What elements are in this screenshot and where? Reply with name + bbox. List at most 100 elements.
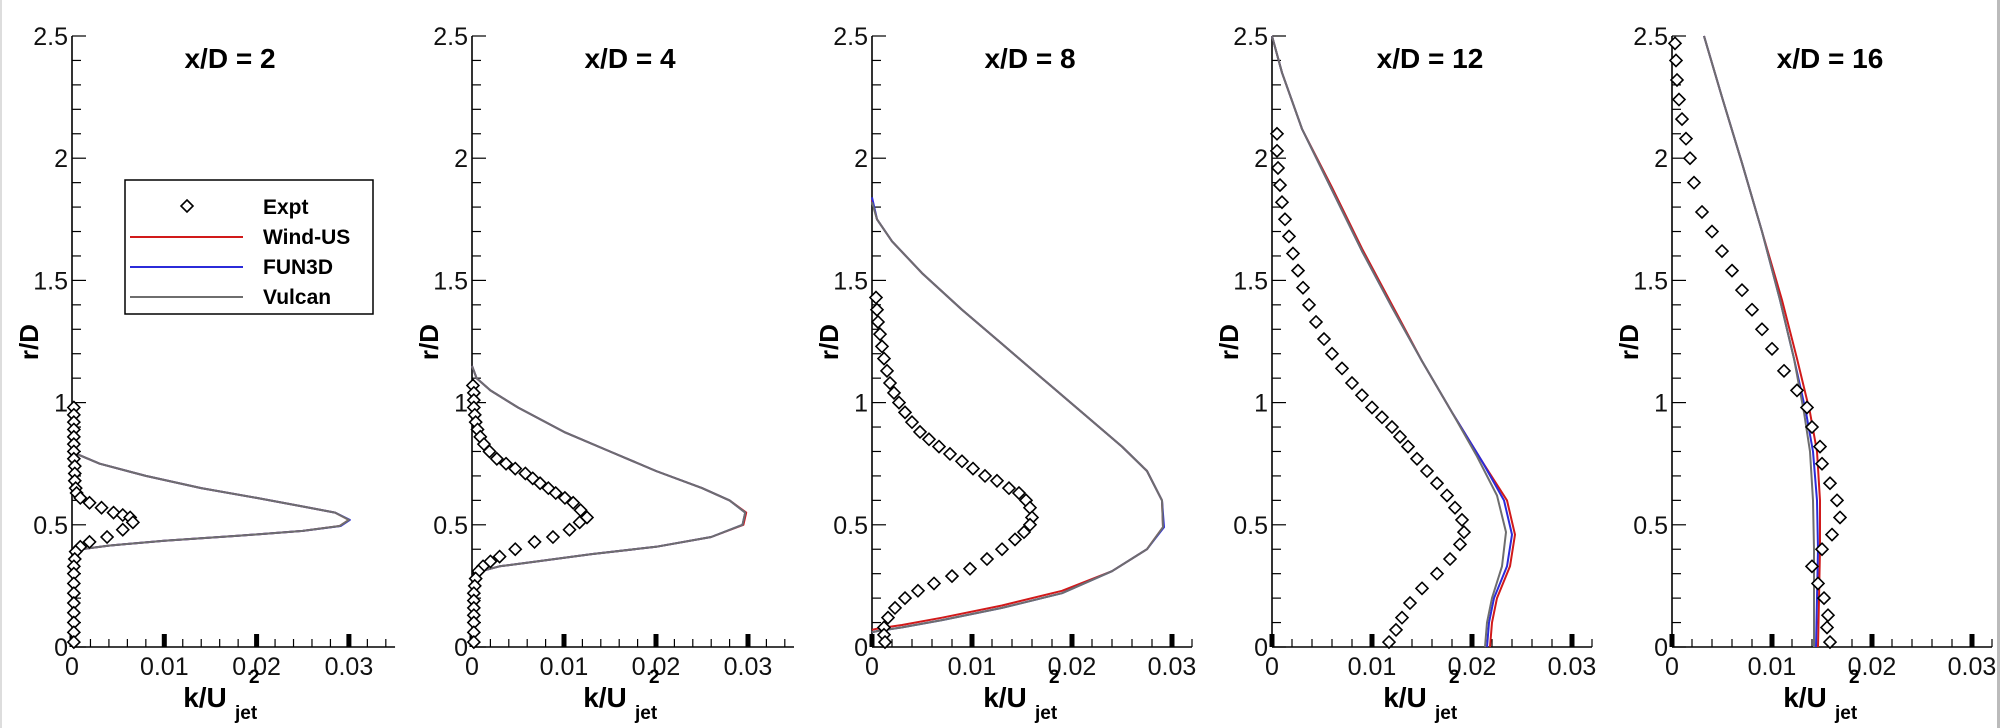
diamond-marker-icon (1374, 410, 1390, 425)
diamond-marker-icon (1270, 160, 1286, 176)
series-vulcan (1271, 35, 1507, 648)
series-wind-us (871, 199, 1164, 631)
y-tick-label: 0.5 (1233, 512, 1268, 540)
diamond-marker-icon (66, 634, 81, 650)
diamond-marker-icon (868, 290, 884, 305)
diamond-marker-icon (1290, 263, 1306, 278)
diamond-marker-icon (1016, 525, 1032, 540)
y-tick-label: 1 (854, 390, 868, 418)
legend-box (124, 179, 374, 315)
diamond-marker-icon (1285, 246, 1301, 261)
y-tick-label: 1 (1654, 390, 1668, 418)
diamond-marker-icon (1419, 463, 1435, 479)
x-tick-label: 0.01 (540, 653, 589, 681)
diamond-marker-icon (482, 444, 497, 459)
diamond-marker-icon (897, 590, 913, 606)
diamond-marker-icon (106, 505, 121, 520)
y-tick-label: 1 (54, 390, 68, 418)
diamond-marker-icon (1678, 131, 1694, 146)
diamond-marker-icon (1001, 481, 1017, 496)
y-tick-label: 2 (1654, 145, 1668, 173)
diamond-marker-icon (573, 503, 588, 518)
diamond-marker-icon (1454, 512, 1470, 528)
diamond-marker-icon (910, 583, 926, 598)
diamond-marker-icon (1686, 175, 1702, 190)
x-tick-label: 0.02 (1448, 653, 1497, 681)
diamond-marker-icon (1269, 126, 1285, 141)
diamond-marker-icon (1392, 429, 1408, 444)
x-axis-label: k/U (983, 682, 1027, 713)
panel-title: x/D = 12 (1377, 43, 1484, 74)
diamond-marker-icon (548, 485, 563, 501)
x-tick-label: 0.01 (1348, 653, 1397, 681)
y-axis-label: r/D (414, 324, 444, 360)
diamond-marker-icon (1344, 375, 1360, 391)
diamond-marker-icon (1384, 419, 1400, 435)
x-axis-label-sup: 2 (1449, 667, 1460, 688)
diamond-marker-icon (1812, 439, 1828, 454)
diamond-marker-icon (125, 515, 141, 530)
diamond-marker-icon (99, 529, 115, 545)
diamond-marker-icon (1682, 151, 1698, 166)
diamond-marker-icon (1011, 485, 1027, 501)
x-axis-label-sub: jet (1434, 703, 1458, 724)
diamond-marker-icon (1820, 608, 1836, 623)
panel-3: 0 0.5 1 1.5 2 2.5 0 0.01 0.02 0.03 x/D = 8 r/D k/U je… (814, 23, 1196, 724)
y-tick-label: 1.5 (33, 267, 68, 295)
y-tick-label: 0.5 (33, 512, 68, 540)
series-expt (868, 290, 1040, 650)
diamond-marker-icon (572, 515, 587, 530)
diamond-marker-icon (1439, 488, 1455, 503)
x-tick-label: 0.01 (1748, 653, 1797, 681)
diamond-marker-icon (1354, 388, 1370, 403)
x-axis-label-sub: jet (234, 703, 258, 724)
diamond-marker-icon (508, 461, 523, 476)
series-vulcan (1703, 35, 1815, 647)
series-fun3d (1271, 35, 1513, 648)
diamond-marker-icon (1754, 322, 1770, 337)
diamond-marker-icon (1447, 500, 1463, 515)
x-axis-label-sub: jet (1034, 703, 1058, 724)
x-tick-label: 0 (465, 653, 479, 681)
legend-entry-wind-us: Wind-US (130, 226, 350, 249)
y-tick-label: 2.5 (33, 23, 68, 51)
series-vulcan (471, 365, 747, 577)
diamond-marker-icon (115, 522, 130, 537)
diamond-marker-icon (1832, 510, 1848, 525)
diamond-marker-icon (1764, 341, 1780, 356)
diamond-marker-icon (1804, 419, 1820, 435)
x-axis-label: k/U (183, 682, 227, 713)
x-axis-label-sub: jet (634, 703, 658, 724)
left-border (0, 0, 2, 728)
legend-entry-vulcan: Vulcan (130, 286, 331, 309)
diamond-marker-icon (1301, 297, 1317, 312)
diamond-marker-icon (1814, 456, 1830, 471)
panel-5: 0 0.5 1 1.5 2 2.5 0 0.01 0.02 0.03 x/D = 16 r/D k/U j… (1614, 23, 1996, 724)
diamond-marker-icon (891, 395, 907, 410)
x-tick-label: 0.02 (232, 653, 281, 681)
diamond-marker-icon (879, 363, 895, 378)
diamond-marker-icon (94, 500, 109, 515)
diamond-marker-icon (1714, 243, 1730, 259)
diamond-marker-icon (1429, 476, 1445, 491)
series-expt (1667, 36, 1848, 650)
diamond-marker-icon (1810, 576, 1826, 591)
diamond-marker-icon (926, 576, 942, 591)
x-tick-label: 0.03 (1948, 653, 1997, 681)
diamond-marker-icon (1409, 451, 1425, 466)
diamond-marker-icon (1744, 302, 1760, 317)
legend-label-fun3d: FUN3D (263, 256, 333, 279)
diamond-marker-icon (1334, 361, 1350, 376)
legend-entry-expt: Expt (179, 196, 309, 219)
diamond-marker-icon (1381, 634, 1397, 650)
x-tick-label: 0.01 (140, 653, 189, 681)
diamond-marker-icon (965, 461, 981, 476)
panel-2: 0 0.5 1 1.5 2 2.5 0 0.01 0.02 0.03 x/D = 4 r/D k/U je… (414, 23, 794, 724)
series-fun3d (1703, 35, 1819, 648)
diamond-marker-icon (179, 198, 195, 214)
y-tick-label: 2 (54, 145, 68, 173)
diamond-marker-icon (1414, 581, 1430, 596)
diamond-marker-icon (994, 542, 1010, 557)
panels: 0 0.5 1 1.5 2 2.5 0 0.01 0.02 0.03 x/D = 2 r/D k/U je… (14, 23, 1996, 724)
